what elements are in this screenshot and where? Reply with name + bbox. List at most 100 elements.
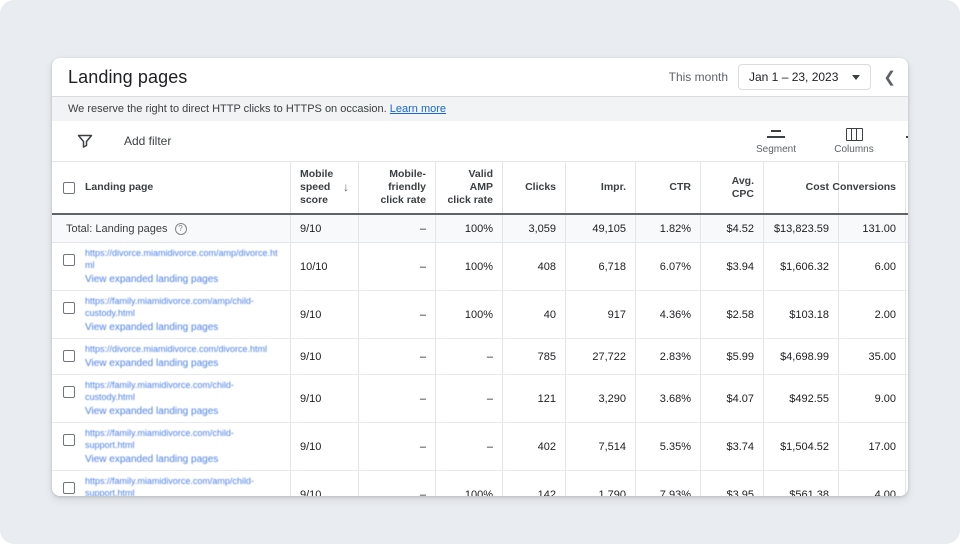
- landing-page-cell: https://family.miamidivorce.com/amp/chil…: [85, 471, 290, 496]
- col-header-clicks[interactable]: Clicks: [502, 162, 565, 213]
- mobile-speed-score-cell: 9/10: [290, 291, 358, 338]
- clicks-cell: 785: [502, 339, 565, 374]
- mobile-friendly-click-rate-cell: –: [358, 339, 435, 374]
- impressions-cell: 3,290: [565, 375, 635, 422]
- segment-button[interactable]: Segment: [750, 127, 802, 155]
- columns-icon: [846, 128, 863, 141]
- landing-page-cell: https://divorce.miamidivorce.com/amp/div…: [85, 243, 290, 290]
- avg-cpc-cell: $5.99: [700, 339, 763, 374]
- clipped-cell: [905, 243, 908, 290]
- sort-descending-icon: ↓: [343, 180, 349, 195]
- valid-amp-click-rate-cell: 100%: [435, 471, 502, 496]
- col-header-mobile-speed-score[interactable]: Mobile speed score↓: [290, 162, 358, 213]
- col-header-landing-page[interactable]: Landing page: [85, 162, 290, 213]
- conversions-cell: 6.00: [838, 243, 905, 290]
- valid-amp-click-rate-cell: –: [435, 423, 502, 470]
- landing-page-cell: https://divorce.miamidivorce.com/divorce…: [85, 339, 290, 374]
- filter-funnel-icon[interactable]: [76, 132, 94, 150]
- card-header: Landing pages This month Jan 1 – 23, 202…: [52, 58, 908, 96]
- date-range-value: Jan 1 – 23, 2023: [749, 70, 838, 84]
- row-checkbox-cell: [52, 291, 85, 338]
- total-mobile-friendly-click-rate: –: [358, 215, 435, 242]
- landing-page-url-link[interactable]: https://family.miamidivorce.com/amp/chil…: [85, 295, 282, 319]
- mobile-friendly-click-rate-cell: –: [358, 243, 435, 290]
- ctr-cell: 6.07%: [635, 243, 700, 290]
- ctr-cell: 7.93%: [635, 471, 700, 496]
- table-row: https://divorce.miamidivorce.com/divorce…: [52, 339, 908, 375]
- total-avg-cpc: $4.52: [700, 215, 763, 242]
- notice-text: We reserve the right to direct HTTP clic…: [68, 103, 387, 115]
- landing-page-cell: https://family.miamidivorce.com/child-su…: [85, 423, 290, 470]
- cost-cell: $1,606.32: [763, 243, 838, 290]
- view-expanded-landing-pages-link[interactable]: View expanded landing pages: [85, 358, 218, 370]
- clipped-cell: [905, 375, 908, 422]
- impressions-cell: 27,722: [565, 339, 635, 374]
- table-body: https://divorce.miamidivorce.com/amp/div…: [52, 243, 908, 496]
- row-checkbox[interactable]: [63, 254, 75, 266]
- conversions-cell: 9.00: [838, 375, 905, 422]
- valid-amp-click-rate-cell: –: [435, 375, 502, 422]
- col-header-mobile-friendly-click-rate[interactable]: Mobile-friendly click rate: [358, 162, 435, 213]
- row-checkbox[interactable]: [63, 434, 75, 446]
- clipped-icon: [906, 129, 908, 141]
- landing-pages-card: Landing pages This month Jan 1 – 23, 202…: [52, 58, 908, 496]
- valid-amp-click-rate-cell: 100%: [435, 291, 502, 338]
- col-header-valid-amp-click-rate[interactable]: Valid AMP click rate: [435, 162, 502, 213]
- total-impressions: 49,105: [565, 215, 635, 242]
- avg-cpc-cell: $3.95: [700, 471, 763, 496]
- https-notice-bar: We reserve the right to direct HTTP clic…: [52, 96, 908, 121]
- impressions-cell: 917: [565, 291, 635, 338]
- row-checkbox[interactable]: [63, 386, 75, 398]
- clipped-cell: [905, 291, 908, 338]
- landing-page-url-link[interactable]: https://divorce.miamidivorce.com/amp/div…: [85, 247, 282, 271]
- mobile-friendly-click-rate-cell: –: [358, 291, 435, 338]
- help-icon[interactable]: ?: [175, 223, 187, 235]
- clicks-cell: 121: [502, 375, 565, 422]
- date-range-dropdown[interactable]: Jan 1 – 23, 2023: [738, 64, 871, 90]
- table-row: https://family.miamidivorce.com/child-su…: [52, 423, 908, 471]
- total-clipped: [905, 215, 908, 242]
- row-checkbox-cell: [52, 375, 85, 422]
- total-row: Total: Landing pages ? 9/10 – 100% 3,059…: [52, 215, 908, 243]
- view-expanded-landing-pages-link[interactable]: View expanded landing pages: [85, 322, 218, 334]
- col-header-conversions[interactable]: Conversions: [838, 162, 905, 213]
- table-header-row: Landing page Mobile speed score↓ Mobile-…: [52, 162, 908, 215]
- landing-page-url-link[interactable]: https://family.miamidivorce.com/amp/chil…: [85, 475, 282, 496]
- cost-cell: $561.38: [763, 471, 838, 496]
- mobile-friendly-click-rate-cell: –: [358, 375, 435, 422]
- learn-more-link[interactable]: Learn more: [390, 103, 446, 115]
- caret-down-icon: [852, 75, 860, 80]
- row-checkbox[interactable]: [63, 302, 75, 314]
- col-header-cost[interactable]: Cost: [763, 162, 838, 213]
- total-ctr: 1.82%: [635, 215, 700, 242]
- landing-page-url-link[interactable]: https://divorce.miamidivorce.com/divorce…: [85, 343, 267, 355]
- total-valid-amp-click-rate: 100%: [435, 215, 502, 242]
- col-header-avg-cpc[interactable]: Avg. CPC: [700, 162, 763, 213]
- mobile-speed-score-cell: 9/10: [290, 339, 358, 374]
- select-all-checkbox[interactable]: [63, 182, 75, 194]
- valid-amp-click-rate-cell: 100%: [435, 243, 502, 290]
- conversions-cell: 4.00: [838, 471, 905, 496]
- row-checkbox[interactable]: [63, 350, 75, 362]
- row-checkbox[interactable]: [63, 482, 75, 494]
- total-cost: $13,823.59: [763, 215, 838, 242]
- view-expanded-landing-pages-link[interactable]: View expanded landing pages: [85, 454, 218, 466]
- table-row: https://family.miamidivorce.com/amp/chil…: [52, 471, 908, 496]
- total-mobile-speed-score: 9/10: [290, 215, 358, 242]
- row-checkbox-cell: [52, 243, 85, 290]
- add-filter-button[interactable]: Add filter: [124, 134, 171, 148]
- clipped-cell: [905, 423, 908, 470]
- columns-button[interactable]: Columns: [828, 127, 880, 155]
- clicks-cell: 408: [502, 243, 565, 290]
- col-header-impressions[interactable]: Impr.: [565, 162, 635, 213]
- col-header-ctr[interactable]: CTR: [635, 162, 700, 213]
- landing-page-cell: https://family.miamidivorce.com/amp/chil…: [85, 291, 290, 338]
- view-expanded-landing-pages-link[interactable]: View expanded landing pages: [85, 274, 218, 286]
- chevron-left-icon[interactable]: ❮: [881, 70, 898, 85]
- clipped-toolbar-item[interactable]: |: [906, 127, 908, 155]
- landing-page-url-link[interactable]: https://family.miamidivorce.com/child-su…: [85, 427, 282, 451]
- landing-page-url-link[interactable]: https://family.miamidivorce.com/child-cu…: [85, 379, 282, 403]
- avg-cpc-cell: $2.58: [700, 291, 763, 338]
- view-expanded-landing-pages-link[interactable]: View expanded landing pages: [85, 406, 218, 418]
- table-row: https://family.miamidivorce.com/amp/chil…: [52, 291, 908, 339]
